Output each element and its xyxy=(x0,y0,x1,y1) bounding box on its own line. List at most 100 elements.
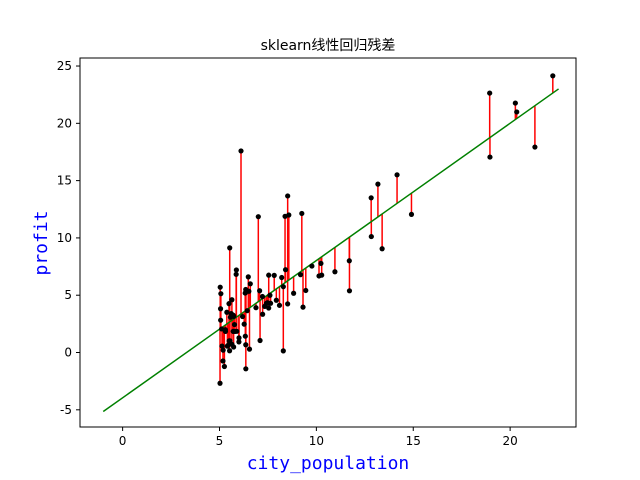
data-point xyxy=(257,288,263,294)
x-tick-label: 5 xyxy=(216,434,224,448)
data-point xyxy=(218,317,224,323)
data-point xyxy=(246,346,253,352)
data-point xyxy=(233,271,239,277)
data-point xyxy=(225,342,231,349)
data-point xyxy=(512,100,518,106)
data-point xyxy=(262,303,268,309)
axes-frame xyxy=(79,57,577,428)
y-axis-label: profit xyxy=(31,210,52,275)
data-point xyxy=(514,109,520,115)
x-axis: 0 5 10 15 20 xyxy=(119,427,518,448)
data-point xyxy=(346,258,352,264)
data-point xyxy=(253,305,259,311)
data-point xyxy=(260,311,266,317)
data-point xyxy=(231,344,237,350)
data-point xyxy=(226,338,232,344)
x-tick-label: 0 xyxy=(119,434,127,448)
y-tick-label: 0 xyxy=(64,346,72,360)
data-point xyxy=(267,300,274,306)
data-point xyxy=(267,292,273,298)
data-point xyxy=(279,274,285,281)
y-tick-label: 10 xyxy=(57,231,72,245)
data-point xyxy=(318,260,324,267)
data-point xyxy=(266,305,272,311)
y-axis: -5 0 5 10 15 20 25 xyxy=(57,59,80,417)
data-point xyxy=(220,347,226,353)
data-point xyxy=(394,172,400,178)
data-point xyxy=(319,272,325,278)
data-point xyxy=(228,311,234,317)
data-point xyxy=(332,269,338,275)
data-point xyxy=(300,304,306,310)
data-point xyxy=(217,306,224,312)
data-point xyxy=(236,339,242,345)
data-point xyxy=(280,284,286,290)
x-tick-label: 20 xyxy=(502,434,517,448)
data-point xyxy=(487,90,493,96)
data-point xyxy=(230,328,236,334)
data-point xyxy=(285,193,291,199)
data-point xyxy=(224,309,230,315)
data-point xyxy=(244,308,250,314)
data-point xyxy=(487,154,493,160)
data-point xyxy=(299,210,305,217)
data-point xyxy=(220,358,226,364)
data-point xyxy=(379,246,385,252)
data-point xyxy=(238,148,244,154)
data-point xyxy=(255,214,261,220)
y-tick-label: 20 xyxy=(57,116,72,130)
data-point xyxy=(218,291,224,297)
data-point xyxy=(242,333,248,339)
data-point xyxy=(285,301,291,307)
data-point xyxy=(226,301,232,307)
data-point xyxy=(346,288,353,294)
data-point xyxy=(291,290,297,296)
data-point xyxy=(368,195,374,201)
data-point xyxy=(217,380,223,386)
data-point xyxy=(241,321,247,327)
regression-line-layer xyxy=(102,88,559,413)
x-tick-label: 10 xyxy=(309,434,324,448)
x-tick-label: 15 xyxy=(406,434,421,448)
data-point xyxy=(271,272,277,278)
data-point xyxy=(227,245,233,251)
data-point xyxy=(246,288,252,294)
data-point xyxy=(222,327,229,333)
y-tick-label: 25 xyxy=(57,59,72,73)
data-point xyxy=(408,211,415,217)
data-point xyxy=(309,263,315,269)
data-point xyxy=(239,313,246,320)
data-point xyxy=(243,366,249,372)
data-point xyxy=(276,302,283,308)
x-axis-label: city_population xyxy=(247,453,410,474)
data-point xyxy=(233,267,239,273)
y-tick-label: -5 xyxy=(60,403,72,417)
data-point xyxy=(229,297,235,303)
data-point xyxy=(245,274,251,280)
data-point xyxy=(297,272,304,278)
regression-line xyxy=(102,88,559,413)
data-point xyxy=(532,144,538,150)
chart-title: sklearn线性回归残差 xyxy=(261,37,396,54)
points-layer xyxy=(217,73,556,386)
data-point xyxy=(231,321,238,328)
data-point xyxy=(236,335,242,341)
data-point xyxy=(217,284,223,290)
data-point xyxy=(266,272,272,278)
data-point xyxy=(286,212,292,218)
data-point xyxy=(282,267,289,273)
data-point xyxy=(259,293,266,300)
data-point xyxy=(303,287,309,294)
data-point xyxy=(219,343,225,349)
data-point xyxy=(375,181,381,187)
data-point xyxy=(221,363,227,370)
y-tick-label: 15 xyxy=(57,174,72,188)
data-point xyxy=(243,342,249,348)
data-point xyxy=(368,233,374,240)
data-point xyxy=(257,337,263,344)
data-point xyxy=(226,348,233,354)
data-point xyxy=(247,281,253,287)
data-point xyxy=(273,297,279,303)
